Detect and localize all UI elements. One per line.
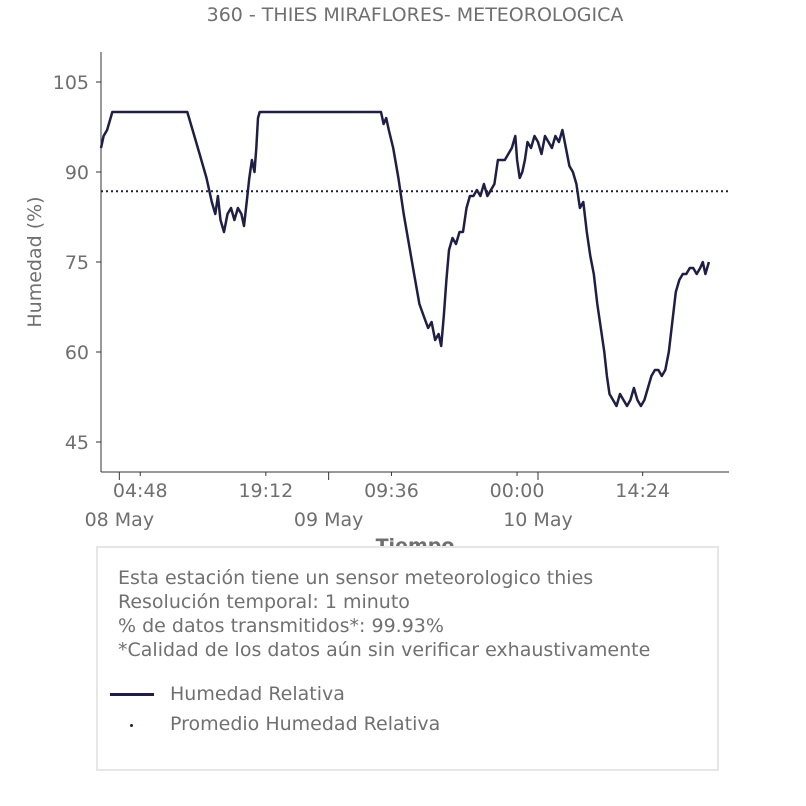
x-major-tick-label: 09 May: [294, 509, 364, 531]
legend-label-humedad: Humedad Relativa: [170, 683, 345, 705]
info-line-transmitted: % de datos transmitidos*: 99.93%: [118, 615, 444, 637]
x-minor-tick-label: 14:24: [615, 480, 670, 502]
y-ticks: 45 60 75 90 105: [53, 72, 101, 454]
y-tick-label: 45: [65, 432, 89, 454]
series-line-humedad: [99, 110, 711, 408]
y-tick-label: 105: [53, 72, 89, 94]
chart-title: 360 - THIES MIRAFLORES- METEOROLOGICA: [207, 4, 624, 26]
x-major-tick-label: 08 May: [85, 509, 155, 531]
x-ticks: 04:48 19:12 09:36 00:00 14:24 08 May 09 May 10 …: [85, 472, 670, 531]
x-minor-tick-label: 00:00: [490, 480, 545, 502]
info-text: Esta estación tiene un sensor meteorolog…: [118, 566, 650, 662]
legend-dot-swatch: [130, 724, 133, 727]
x-minor-tick-label: 09:36: [364, 480, 419, 502]
info-box: Esta estación tiene un sensor meteorolog…: [96, 546, 719, 771]
info-line-sensor: Esta estación tiene un sensor meteorolog…: [118, 567, 594, 589]
y-tick-label: 90: [65, 162, 89, 184]
y-tick-label: 75: [65, 252, 89, 274]
y-tick-label: 60: [65, 342, 89, 364]
axes: [100, 52, 729, 473]
info-line-resolution: Resolución temporal: 1 minuto: [118, 591, 410, 613]
x-minor-tick-label: 04:48: [113, 480, 168, 502]
x-major-tick-label: 10 May: [503, 509, 573, 531]
y-axis-label: Humedad (%): [24, 196, 46, 327]
legend-line-swatch: [110, 693, 154, 696]
x-minor-tick-label: 19:12: [238, 480, 293, 502]
x-axis-label: Tiempo: [376, 535, 455, 546]
humidity-chart: 360 - THIES MIRAFLORES- METEOROLOGICA Hu…: [24, 4, 729, 546]
legend-label-promedio: Promedio Humedad Relativa: [170, 713, 441, 735]
info-line-quality: *Calidad de los datos aún sin verificar …: [118, 639, 651, 661]
